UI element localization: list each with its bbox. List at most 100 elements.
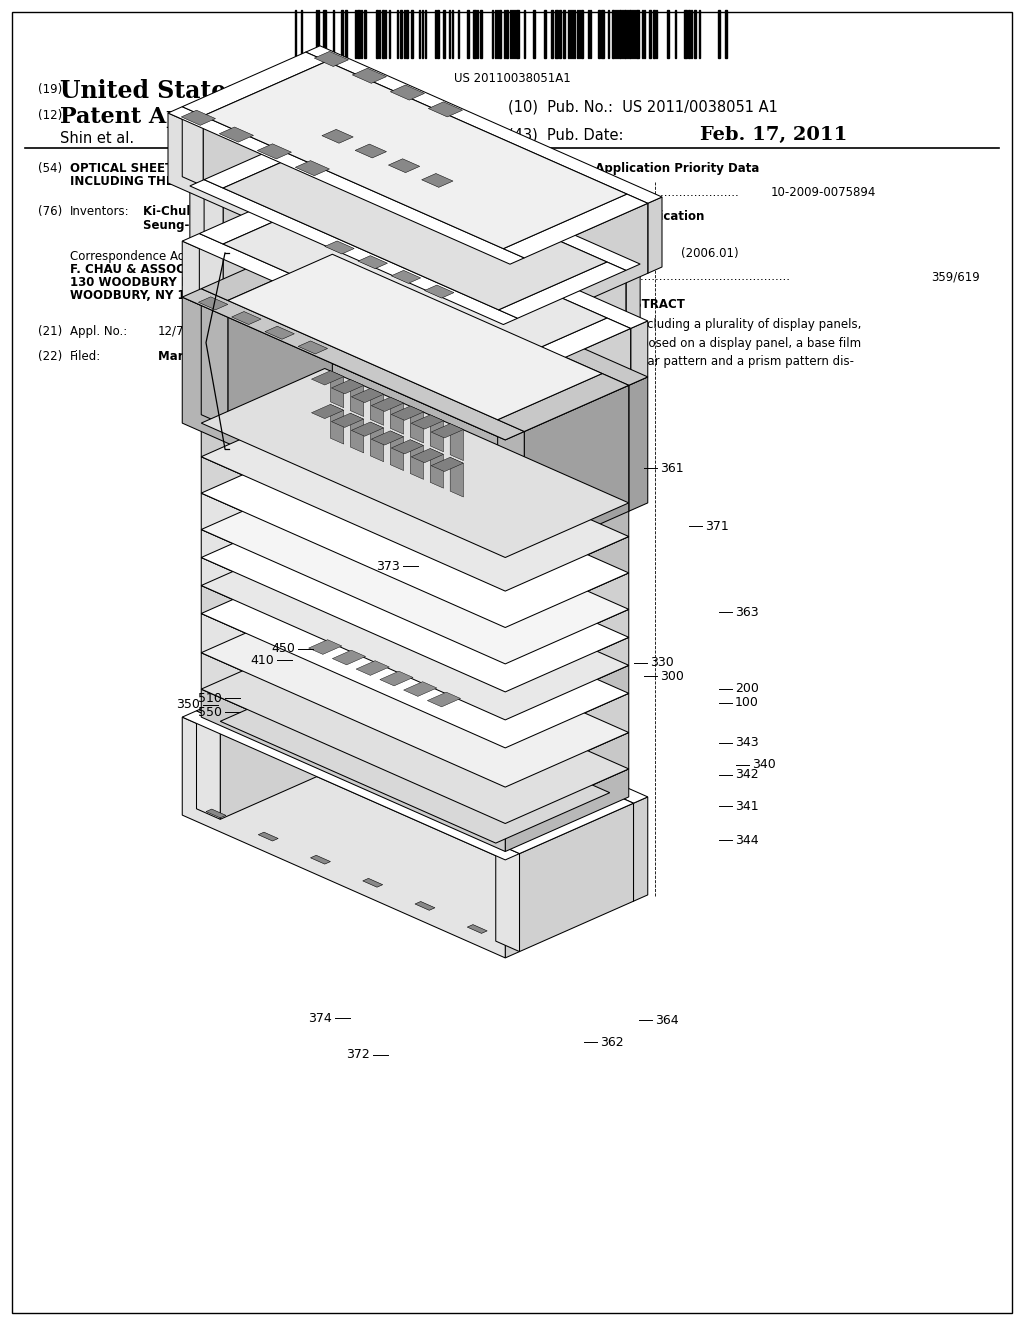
Polygon shape	[265, 326, 294, 339]
Text: Filed:: Filed:	[70, 350, 101, 363]
Bar	[601, 11, 604, 58]
Polygon shape	[310, 655, 648, 803]
Bar	[544, 11, 546, 58]
Polygon shape	[197, 660, 334, 721]
Bar	[725, 11, 727, 58]
Text: INCLUDING THE SAME: INCLUDING THE SAME	[70, 176, 215, 187]
Text: Shin et al.: Shin et al.	[60, 131, 134, 147]
Bar	[406, 11, 408, 58]
Polygon shape	[505, 610, 629, 692]
Polygon shape	[427, 692, 461, 708]
Polygon shape	[499, 261, 626, 318]
Polygon shape	[311, 371, 344, 385]
Polygon shape	[626, 264, 640, 326]
Polygon shape	[168, 107, 524, 264]
Text: Ki-Chul Shin,: Ki-Chul Shin,	[143, 205, 228, 218]
Text: (51): (51)	[506, 232, 530, 246]
Text: (19): (19)	[38, 83, 62, 96]
Polygon shape	[202, 614, 505, 787]
Text: 350: 350	[176, 698, 200, 711]
Text: 550: 550	[198, 705, 222, 718]
Polygon shape	[498, 420, 524, 557]
Text: (2006.01): (2006.01)	[681, 247, 738, 260]
Bar	[364, 11, 366, 58]
Text: 372: 372	[346, 1048, 370, 1061]
Polygon shape	[350, 380, 364, 417]
Polygon shape	[182, 107, 203, 186]
Polygon shape	[310, 660, 634, 902]
Polygon shape	[257, 144, 292, 158]
Polygon shape	[415, 902, 435, 911]
Polygon shape	[372, 397, 403, 412]
Polygon shape	[220, 671, 334, 820]
Polygon shape	[332, 380, 364, 393]
Text: Feb. 17, 2011: Feb. 17, 2011	[700, 125, 848, 144]
Polygon shape	[524, 385, 629, 557]
Polygon shape	[428, 102, 463, 117]
Polygon shape	[519, 803, 634, 952]
Polygon shape	[199, 297, 228, 310]
Polygon shape	[306, 46, 662, 203]
Polygon shape	[467, 924, 487, 933]
Polygon shape	[306, 243, 629, 511]
Polygon shape	[499, 318, 631, 376]
Bar	[559, 11, 561, 58]
Polygon shape	[306, 51, 648, 273]
Polygon shape	[350, 413, 364, 453]
Polygon shape	[505, 376, 522, 440]
Text: (43)  Pub. Date:: (43) Pub. Date:	[508, 128, 624, 143]
Text: US 20110038051A1: US 20110038051A1	[454, 73, 570, 84]
Polygon shape	[430, 414, 443, 451]
Polygon shape	[206, 809, 226, 818]
Polygon shape	[505, 768, 629, 851]
Text: U.S. Cl.: U.S. Cl.	[541, 271, 584, 282]
Polygon shape	[202, 635, 629, 824]
Text: Correspondence Address:: Correspondence Address:	[70, 249, 221, 263]
Polygon shape	[504, 248, 524, 327]
Text: 362: 362	[600, 1035, 624, 1048]
Polygon shape	[331, 371, 344, 408]
Polygon shape	[202, 243, 333, 301]
Polygon shape	[228, 255, 602, 420]
Polygon shape	[203, 61, 327, 186]
Polygon shape	[202, 557, 505, 719]
Polygon shape	[451, 424, 464, 461]
Bar	[480, 11, 482, 58]
Bar	[400, 11, 402, 58]
Polygon shape	[505, 854, 519, 958]
Polygon shape	[372, 430, 403, 445]
Polygon shape	[451, 458, 464, 498]
Polygon shape	[498, 374, 629, 432]
Polygon shape	[312, 132, 626, 326]
Bar	[443, 11, 445, 58]
Text: (57): (57)	[506, 298, 530, 312]
Polygon shape	[223, 197, 332, 300]
Bar	[563, 11, 565, 58]
Polygon shape	[356, 661, 389, 676]
Polygon shape	[524, 203, 648, 327]
Polygon shape	[197, 710, 220, 820]
Polygon shape	[431, 457, 464, 471]
Polygon shape	[202, 652, 505, 824]
Polygon shape	[522, 329, 631, 433]
Polygon shape	[380, 671, 413, 686]
Polygon shape	[168, 114, 510, 334]
Polygon shape	[203, 61, 627, 248]
Polygon shape	[411, 407, 424, 444]
Text: Aug. 17, 2009: Aug. 17, 2009	[526, 186, 608, 199]
Polygon shape	[411, 440, 424, 479]
Polygon shape	[202, 558, 629, 748]
Text: Mar. 24, 2010: Mar. 24, 2010	[158, 350, 249, 363]
Text: Yongin-si (KR): Yongin-si (KR)	[217, 219, 302, 232]
Text: 330: 330	[650, 656, 674, 669]
Polygon shape	[312, 125, 640, 271]
Text: (52): (52)	[506, 271, 530, 282]
Text: (54): (54)	[38, 162, 62, 176]
Polygon shape	[505, 638, 629, 719]
Polygon shape	[333, 651, 366, 665]
Polygon shape	[202, 424, 505, 591]
Bar	[411, 11, 413, 58]
Text: .........................: .........................	[646, 186, 739, 199]
Polygon shape	[314, 51, 348, 66]
Bar	[667, 11, 669, 58]
